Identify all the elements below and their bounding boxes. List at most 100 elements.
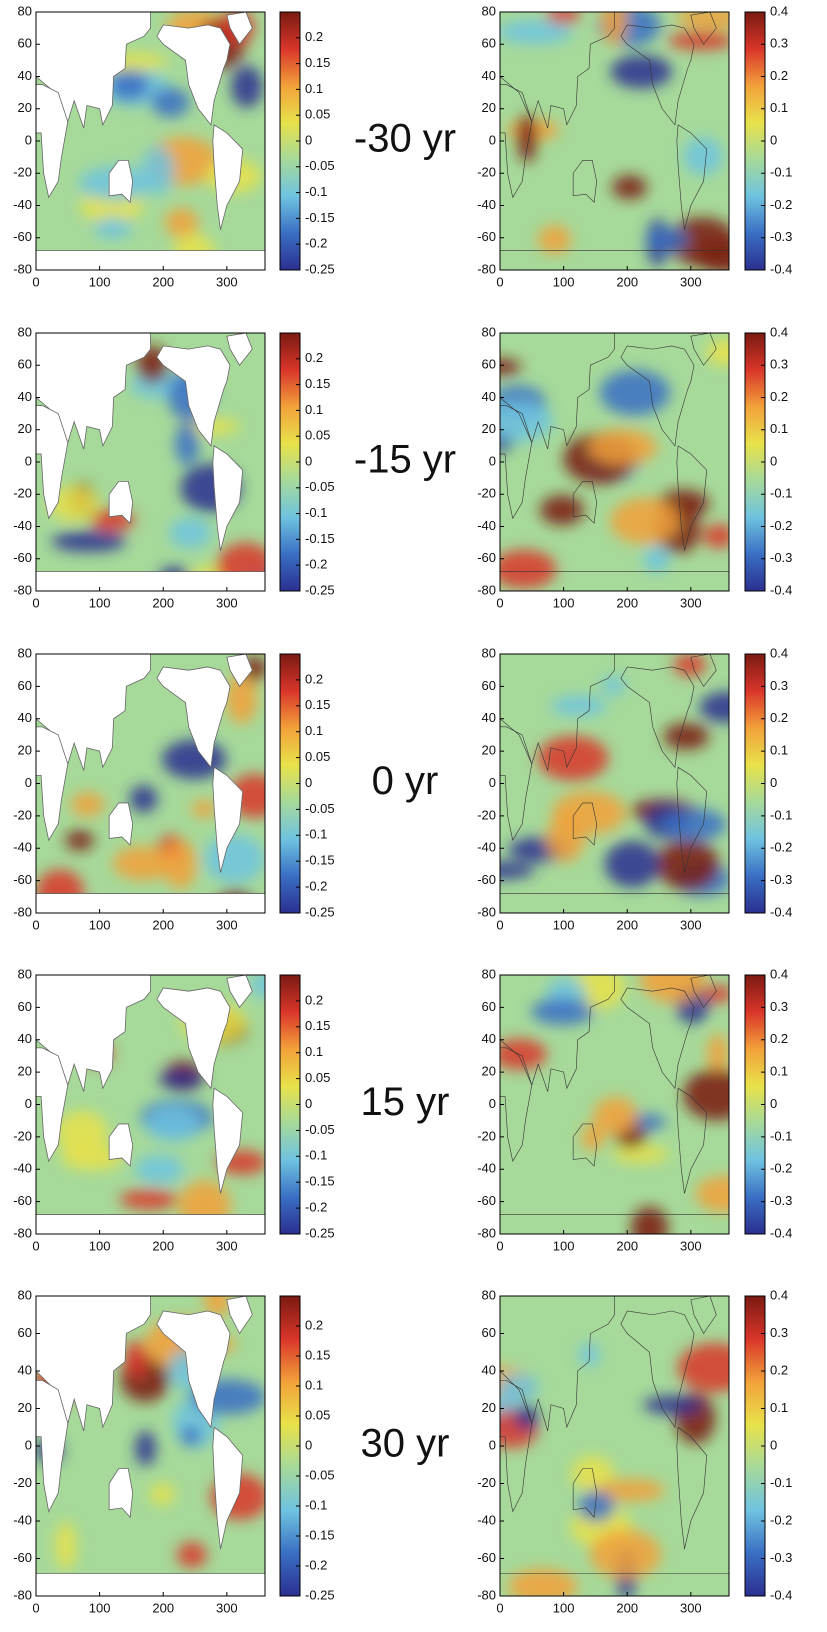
y-tick-label: -40 (477, 518, 496, 533)
colorbar-tick-label: -0.1 (770, 807, 792, 822)
x-tick-label: 100 (89, 1238, 111, 1253)
colorbar-tick-label: -0.1 (305, 827, 327, 842)
field-blob (108, 69, 150, 101)
x-tick-label: 200 (616, 274, 638, 289)
colorbar-tick-label: 0.1 (770, 1064, 788, 1079)
coastline (572, 481, 597, 524)
y-tick-label: 60 (482, 678, 496, 693)
field-blob (134, 1154, 184, 1185)
y-tick-label: 20 (18, 421, 32, 436)
colorbar-tick-label: -0.1 (305, 505, 327, 520)
colorbar-tick-label: 0.1 (770, 421, 788, 436)
land (108, 802, 134, 846)
y-tick-label: -60 (477, 229, 496, 244)
colorbar-tick-label: 0 (770, 1096, 777, 1111)
colorbar-tick-label: 0.1 (305, 402, 323, 417)
y-tick-label: 40 (18, 1031, 32, 1046)
field-blob (660, 808, 727, 841)
coastline (676, 1087, 708, 1194)
field-blob (581, 1124, 605, 1151)
panel: 0 100 200 300 -80 -60 -40 -20 0 20 40 60 80 -0.25 -0.2… (13, 3, 456, 289)
y-tick-label: 60 (18, 678, 32, 693)
field-blob (675, 12, 729, 29)
y-tick-label: 60 (482, 36, 496, 51)
colorbar-tick-label: 0.2 (305, 992, 323, 1007)
field-blob (645, 227, 688, 252)
field-blob (204, 834, 265, 884)
colorbar-tick-label: -0.4 (770, 1225, 792, 1240)
y-tick-label: 20 (18, 100, 32, 115)
coastline (500, 333, 615, 450)
x-tick-label: 100 (89, 595, 111, 610)
panel: 0 100 200 300 -80 -60 -40 -20 0 20 40 60 80 -0.4 -0.3 -… (477, 645, 792, 932)
field-blob (656, 839, 720, 891)
x-tick-label: 0 (32, 917, 39, 932)
y-tick-label: 20 (482, 421, 496, 436)
field-blob (169, 517, 212, 549)
colorbar-tick-label: -0.4 (770, 261, 792, 276)
colorbar-tick-label: -0.2 (770, 1161, 792, 1176)
land (226, 654, 253, 688)
land (226, 975, 253, 1009)
y-tick-label: -40 (477, 840, 496, 855)
field-blob (174, 421, 200, 466)
colorbar-tick-label: 0.15 (305, 1018, 330, 1033)
field-blob (695, 242, 729, 270)
field-blob (589, 1529, 662, 1579)
x-tick-label: 0 (32, 1238, 39, 1253)
colorbar-tick-label: -0.25 (305, 1587, 335, 1602)
y-tick-label: 80 (18, 324, 32, 339)
x-tick-label: 0 (32, 595, 39, 610)
colorbar-tick-label: 0.4 (770, 3, 788, 18)
land (156, 24, 231, 126)
colorbar-tick-label: -0.1 (770, 165, 792, 180)
coastline (572, 160, 597, 203)
x-tick-label: 0 (32, 1600, 39, 1615)
x-tick-label: 200 (616, 1600, 638, 1615)
field-blob (180, 1425, 201, 1446)
x-tick-label: 0 (496, 1238, 503, 1253)
map (500, 654, 729, 913)
colorbar-tick-label: -0.05 (305, 1122, 335, 1137)
land (212, 766, 244, 873)
coastline (676, 1426, 708, 1550)
y-tick-label: -80 (477, 904, 496, 919)
colorbar-tick-label: 0.05 (305, 749, 330, 764)
panel: 0 100 200 300 -80 -60 -40 -20 0 20 40 60 80 -0.25 -0.2… (13, 645, 438, 932)
x-tick-label: 0 (32, 274, 39, 289)
field-blob (673, 654, 707, 677)
field-blob (599, 369, 671, 416)
y-tick-label: -40 (477, 1161, 496, 1176)
y-tick-label: -20 (13, 486, 32, 501)
field-blob (500, 358, 522, 376)
field-blob (611, 1145, 670, 1164)
colorbar-tick-label: 0.05 (305, 107, 330, 122)
field-blob (500, 549, 557, 589)
y-tick-label: 60 (482, 357, 496, 372)
y-tick-label: -60 (477, 872, 496, 887)
colorbar-tick-label: -0.25 (305, 1225, 335, 1240)
x-tick-label: 100 (89, 274, 111, 289)
land (36, 571, 265, 591)
y-tick-label: -80 (13, 1587, 32, 1602)
field (500, 975, 729, 1234)
y-tick-label: -20 (477, 486, 496, 501)
colorbar-tick-label: 0.15 (305, 1347, 330, 1362)
y-tick-label: 40 (18, 68, 32, 83)
coastline (500, 250, 729, 270)
field-blob (158, 1069, 205, 1090)
colorbar-tick-label: -0.2 (305, 236, 327, 251)
coastline (690, 654, 717, 687)
x-tick-label: 200 (616, 917, 638, 932)
land (108, 480, 134, 525)
colorbar-tick-label: -0.4 (770, 904, 792, 919)
y-tick-label: -60 (13, 872, 32, 887)
y-tick-label: -60 (13, 229, 32, 244)
field-blob (537, 224, 572, 255)
y-tick-label: 80 (482, 1287, 496, 1302)
x-tick-label: 300 (216, 1238, 238, 1253)
field-blob (163, 840, 197, 889)
x-tick-label: 100 (553, 274, 575, 289)
y-tick-label: 0 (25, 453, 32, 468)
panel: 0 100 200 300 -80 -60 -40 -20 0 20 40 60 80 -0.4 -0.3 -… (477, 3, 792, 289)
